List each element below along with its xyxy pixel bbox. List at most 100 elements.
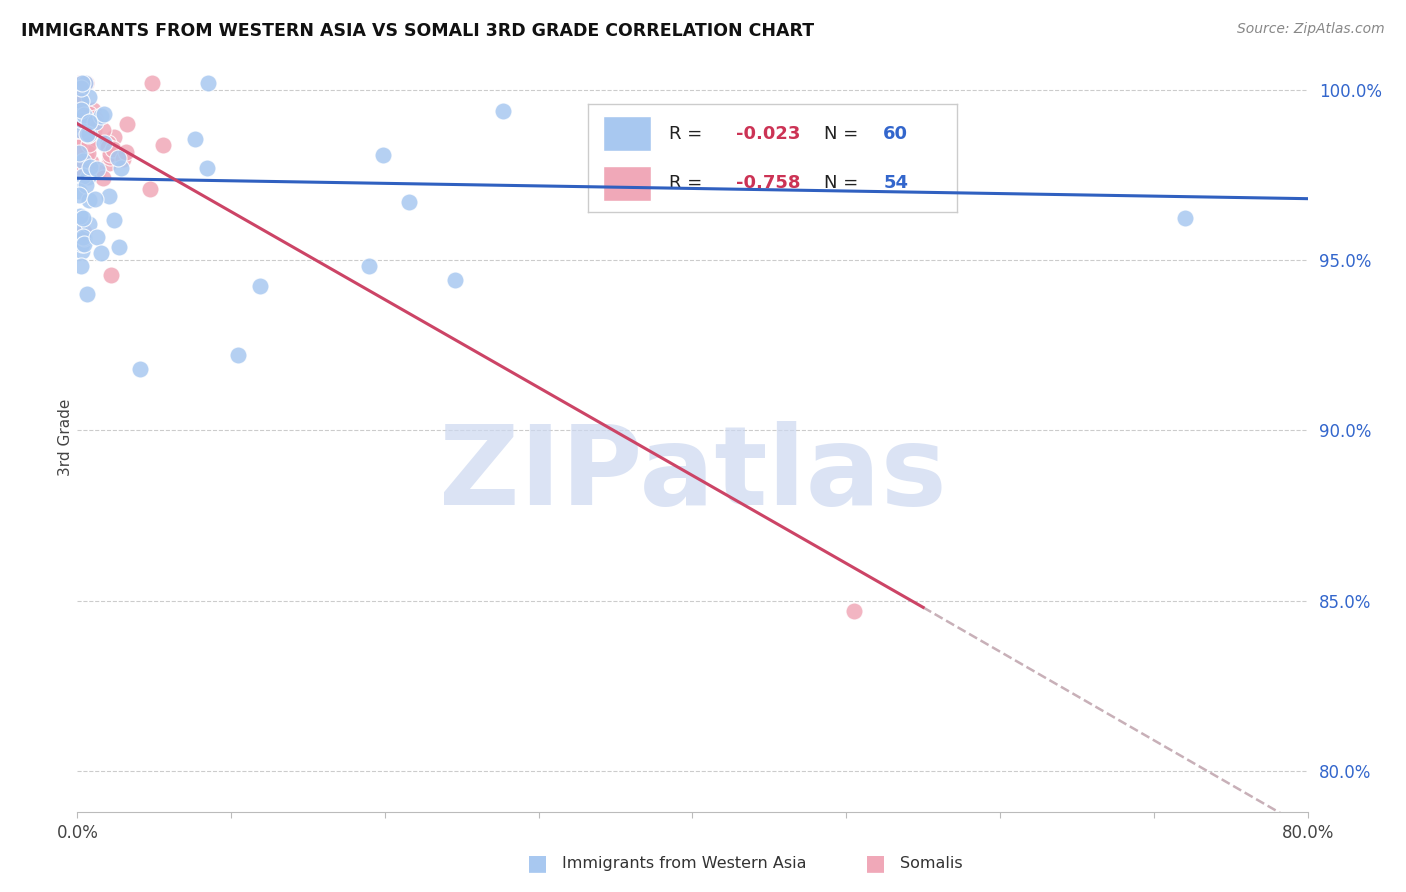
Point	[83, 114, 105, 128]
Text: ■: ■	[865, 854, 886, 873]
Point	[70, 125, 93, 139]
Point	[73, 108, 96, 122]
Point	[359, 259, 381, 273]
Point	[110, 161, 132, 176]
Point	[97, 156, 120, 170]
Point	[83, 192, 105, 206]
Point	[72, 230, 94, 244]
Point	[129, 362, 152, 376]
Point	[842, 604, 865, 618]
Point	[90, 109, 112, 123]
Point	[98, 189, 121, 203]
Point	[67, 188, 90, 202]
Point	[75, 116, 97, 130]
Point	[69, 91, 91, 105]
Point	[98, 146, 121, 161]
Point	[79, 161, 101, 175]
Point	[80, 155, 103, 169]
Point	[77, 137, 100, 152]
Point	[398, 194, 420, 209]
Point	[101, 142, 124, 156]
Point	[67, 140, 90, 154]
Point	[77, 120, 100, 134]
Point	[443, 273, 465, 287]
Point	[72, 154, 94, 169]
Point	[82, 103, 104, 117]
Point	[72, 169, 94, 183]
Point	[69, 122, 91, 136]
Point	[77, 107, 100, 121]
Point	[73, 76, 96, 90]
Point	[67, 134, 90, 148]
Point	[70, 128, 93, 142]
Point	[107, 151, 129, 165]
Point	[98, 150, 121, 164]
Point	[77, 128, 100, 142]
Point	[97, 139, 120, 153]
Point	[67, 114, 90, 128]
Point	[67, 184, 90, 198]
Point	[73, 76, 96, 90]
Text: ■: ■	[527, 854, 548, 873]
Point	[77, 193, 100, 207]
Point	[70, 236, 93, 251]
Point	[76, 127, 98, 141]
Point	[76, 134, 98, 148]
Point	[67, 117, 90, 131]
Point	[93, 107, 115, 121]
Point	[141, 76, 163, 90]
Point	[111, 152, 134, 166]
Text: Somalis: Somalis	[900, 856, 963, 871]
Point	[73, 231, 96, 245]
Point	[103, 213, 125, 227]
Text: Source: ZipAtlas.com: Source: ZipAtlas.com	[1237, 22, 1385, 37]
Point	[67, 161, 90, 175]
Point	[67, 217, 90, 231]
Point	[197, 76, 219, 90]
Point	[79, 128, 101, 142]
Text: ZIPatlas: ZIPatlas	[439, 421, 946, 528]
Point	[79, 115, 101, 129]
Point	[371, 148, 394, 162]
Point	[67, 145, 90, 160]
Point	[115, 145, 138, 159]
Point	[76, 125, 98, 139]
Point	[86, 162, 108, 177]
Point	[249, 279, 271, 293]
Point	[70, 94, 93, 108]
Point	[93, 136, 115, 151]
Point	[72, 211, 94, 226]
Point	[90, 245, 112, 260]
Point	[492, 103, 515, 118]
Point	[70, 259, 93, 273]
Point	[77, 217, 100, 231]
Point	[77, 169, 100, 184]
Point	[72, 114, 94, 128]
Point	[69, 105, 91, 120]
Point	[70, 76, 93, 90]
Point	[70, 134, 93, 148]
Point	[69, 209, 91, 223]
Point	[67, 76, 90, 90]
Point	[84, 111, 107, 125]
Point	[69, 112, 91, 127]
Point	[138, 182, 160, 196]
Point	[72, 76, 94, 90]
Point	[184, 132, 207, 146]
Point	[72, 237, 94, 252]
Point	[91, 171, 114, 186]
Point	[100, 268, 122, 283]
Point	[77, 145, 100, 160]
Text: Immigrants from Western Asia: Immigrants from Western Asia	[562, 856, 807, 871]
Point	[70, 164, 93, 178]
Point	[1174, 211, 1197, 226]
Point	[103, 130, 125, 145]
Point	[70, 103, 93, 117]
Point	[77, 89, 100, 103]
Point	[72, 112, 94, 127]
Point	[76, 76, 98, 90]
Point	[86, 230, 108, 244]
Point	[86, 165, 108, 179]
Point	[76, 287, 98, 301]
Point	[73, 225, 96, 239]
